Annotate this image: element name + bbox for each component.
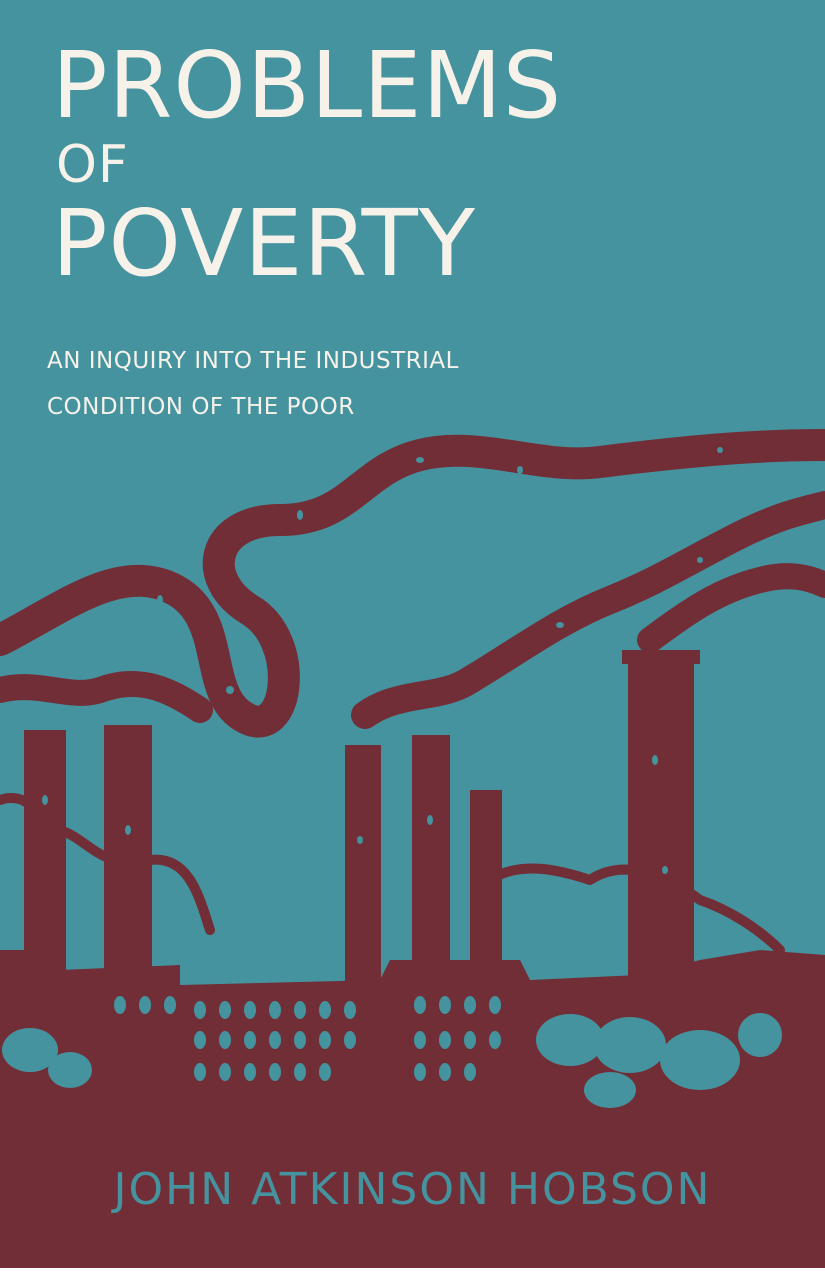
chimney-6	[628, 655, 694, 1000]
title-line-of: OF	[56, 135, 129, 195]
steam-clouds-teal	[2, 1013, 782, 1108]
author-name: JOHN ATKINSON HOBSON	[113, 1164, 712, 1215]
page-bottom-strip	[0, 1268, 825, 1275]
subtitle-line-1: AN INQUIRY INTO THE INDUSTRIAL	[47, 348, 459, 374]
book-title: PROBLEMS OF POVERTY	[52, 38, 562, 292]
chimney-4	[412, 735, 450, 1000]
smoke-plume-upper	[0, 429, 825, 738]
subtitle-line-2: CONDITION OF THE POOR	[47, 394, 355, 420]
smoke-plume-right	[351, 491, 825, 729]
book-subtitle: AN INQUIRY INTO THE INDUSTRIAL CONDITION…	[47, 338, 517, 430]
chimney-3	[345, 745, 381, 1000]
chimney-2	[104, 725, 152, 1000]
chimney-6-cap	[622, 650, 700, 664]
factory-windows-row-1	[114, 996, 501, 1019]
title-line-problems: PROBLEMS	[52, 32, 563, 139]
factory-buildings	[0, 950, 825, 1268]
factory-windows-row-2	[194, 1031, 501, 1049]
title-line-poverty: POVERTY	[52, 190, 476, 297]
factory-windows-row-3	[194, 1063, 476, 1081]
smoke-plume-left	[0, 670, 213, 723]
smoke-plume-right-2	[637, 563, 825, 653]
